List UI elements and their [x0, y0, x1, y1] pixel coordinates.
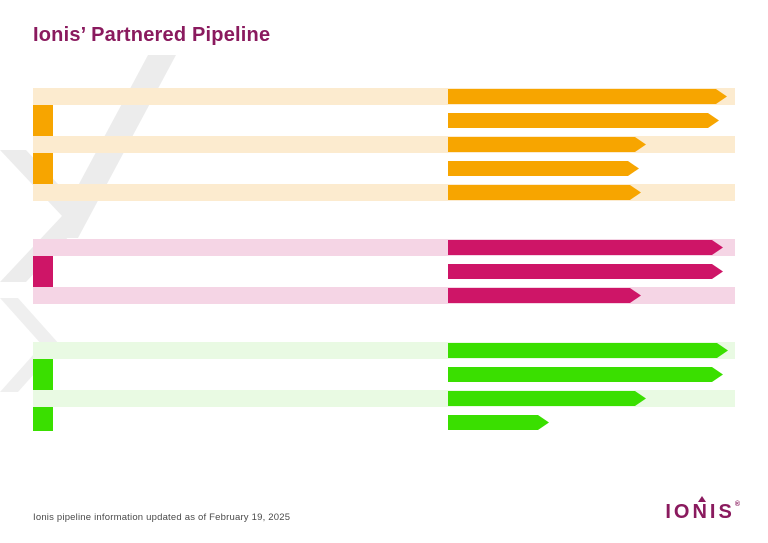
pipeline-arrow-bar [448, 113, 719, 128]
pipeline-arrow-bar [448, 89, 727, 104]
pipeline-group-green [33, 342, 735, 431]
pipeline-arrow-bar [448, 288, 641, 303]
pipeline-row [33, 390, 735, 407]
group-color-bar-green [33, 342, 53, 431]
pipeline-arrow-bar [448, 391, 646, 406]
ionis-logo: IONIS® [665, 496, 740, 524]
pipeline-row [33, 287, 735, 304]
pipeline-arrow-bar [448, 185, 641, 200]
pipeline-group-orange [33, 88, 735, 201]
pipeline-arrow-bar [448, 137, 646, 152]
pipeline-row [33, 160, 735, 177]
pipeline-row [33, 88, 735, 105]
pipeline-row [33, 136, 735, 153]
logo-caret-icon [698, 496, 707, 502]
pipeline-row [33, 366, 735, 383]
logo-text: IONIS [665, 501, 735, 523]
pipeline-row [33, 239, 735, 256]
pipeline-arrow-bar [448, 415, 549, 430]
page-title: Ionis’ Partnered Pipeline [33, 24, 271, 46]
pipeline-arrow-bar [448, 264, 723, 279]
pipeline-group-magenta [33, 239, 735, 304]
pipeline-arrow-bar [448, 161, 639, 176]
pipeline-arrow-bar [448, 240, 723, 255]
pipeline-row [33, 184, 735, 201]
pipeline-row [33, 414, 735, 431]
footer-note: Ionis pipeline information updated as of… [33, 512, 291, 523]
pipeline-arrow-bar [448, 367, 723, 382]
pipeline-row [33, 342, 735, 359]
pipeline-arrow-bar [448, 343, 728, 358]
registered-mark: ® [734, 501, 740, 508]
pipeline-row [33, 112, 735, 129]
pipeline-row [33, 263, 735, 280]
pipeline-chart [33, 88, 735, 431]
